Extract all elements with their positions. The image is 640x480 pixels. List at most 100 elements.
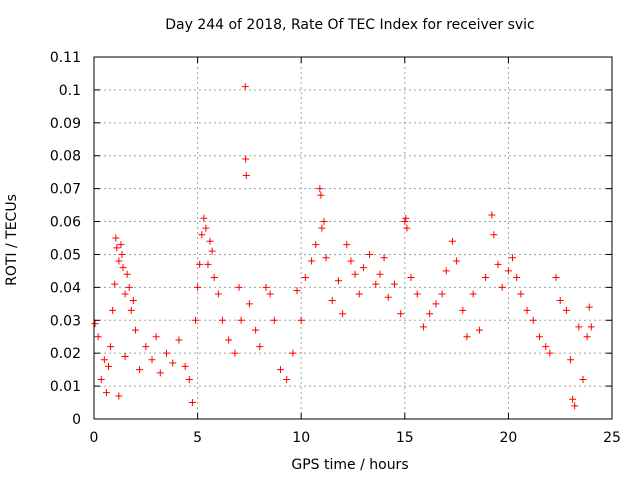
chart-title: Day 244 of 2018, Rate Of TEC Index for r… xyxy=(165,17,535,33)
data-point xyxy=(448,237,456,245)
data-point xyxy=(438,290,446,298)
data-point xyxy=(453,257,461,265)
data-point xyxy=(102,389,110,397)
data-point xyxy=(585,303,593,311)
data-point xyxy=(579,376,587,384)
data-point xyxy=(270,316,278,324)
y-axis-label: ROTI / TECUs xyxy=(4,194,20,286)
data-point xyxy=(482,273,490,281)
data-point xyxy=(225,336,233,344)
y-tick-label: 0.11 xyxy=(50,50,81,66)
data-point xyxy=(297,316,305,324)
data-point xyxy=(210,273,218,281)
data-point xyxy=(523,306,531,314)
plot-border xyxy=(93,56,613,420)
data-point xyxy=(235,283,243,291)
data-point xyxy=(384,293,392,301)
data-point xyxy=(100,356,108,364)
data-point xyxy=(148,356,156,364)
x-tick-label: 20 xyxy=(499,430,517,446)
data-point xyxy=(97,376,105,384)
data-point xyxy=(289,349,297,357)
data-point xyxy=(376,270,384,278)
data-point xyxy=(308,257,316,265)
y-tick-label: 0.1 xyxy=(59,83,81,99)
data-point xyxy=(214,290,222,298)
data-point xyxy=(318,224,326,232)
data-point xyxy=(283,376,291,384)
data-point xyxy=(542,343,550,351)
data-point xyxy=(301,273,309,281)
data-point xyxy=(119,264,127,272)
y-tick-label: 0.02 xyxy=(50,346,81,362)
data-point xyxy=(94,333,102,341)
data-point xyxy=(355,290,363,298)
data-point xyxy=(397,310,405,318)
data-point xyxy=(200,214,208,222)
data-point xyxy=(546,349,554,357)
y-tick-label: 0 xyxy=(72,412,81,428)
data-point xyxy=(504,267,512,275)
data-point xyxy=(105,362,113,370)
y-tick-label: 0.08 xyxy=(50,149,81,165)
data-point xyxy=(587,323,595,331)
y-tick-label: 0.09 xyxy=(50,116,81,132)
data-point xyxy=(206,237,214,245)
data-point xyxy=(202,224,210,232)
data-point xyxy=(121,352,129,360)
data-point xyxy=(175,336,183,344)
x-tick-label: 25 xyxy=(603,430,621,446)
data-point xyxy=(513,273,521,281)
x-tick-label: 10 xyxy=(292,430,310,446)
data-point xyxy=(242,155,250,163)
data-point xyxy=(113,244,121,252)
data-point xyxy=(127,306,135,314)
data-point xyxy=(252,326,260,334)
data-point xyxy=(359,264,367,272)
data-point xyxy=(111,280,119,288)
y-tick-label: 0.04 xyxy=(50,280,81,296)
data-point xyxy=(463,333,471,341)
data-point xyxy=(131,326,139,334)
data-point xyxy=(231,349,239,357)
data-point xyxy=(242,171,250,179)
data-point xyxy=(218,316,226,324)
data-point xyxy=(351,270,359,278)
data-point xyxy=(142,343,150,351)
data-point xyxy=(419,323,427,331)
data-point xyxy=(403,224,411,232)
data-point xyxy=(107,343,115,351)
data-point xyxy=(432,300,440,308)
data-point xyxy=(129,297,137,305)
data-point xyxy=(535,333,543,341)
data-point xyxy=(317,191,325,199)
data-point xyxy=(490,231,498,239)
data-point xyxy=(328,297,336,305)
data-point xyxy=(169,359,177,367)
data-point xyxy=(407,273,415,281)
data-point xyxy=(136,366,144,374)
y-axis-ticks: 0 0.01 0.02 0.03 0.04 0.05 0.06 0.07 0.08 0.09 0.1… xyxy=(50,50,612,428)
data-point xyxy=(163,349,171,357)
data-point xyxy=(413,290,421,298)
data-point xyxy=(343,241,351,249)
data-point xyxy=(156,369,164,377)
data-point xyxy=(372,280,380,288)
data-point xyxy=(442,267,450,275)
data-point xyxy=(198,231,206,239)
data-point xyxy=(181,362,189,370)
data-point xyxy=(312,241,320,249)
data-point xyxy=(196,260,204,268)
data-point xyxy=(91,320,99,328)
data-point xyxy=(366,250,374,258)
x-axis-label: GPS time / hours xyxy=(291,457,409,473)
data-point xyxy=(237,316,245,324)
data-point xyxy=(121,290,129,298)
data-point xyxy=(494,260,502,268)
data-point xyxy=(509,254,517,262)
data-point xyxy=(517,290,525,298)
data-point xyxy=(488,211,496,219)
data-point xyxy=(109,306,117,314)
data-point xyxy=(459,306,467,314)
